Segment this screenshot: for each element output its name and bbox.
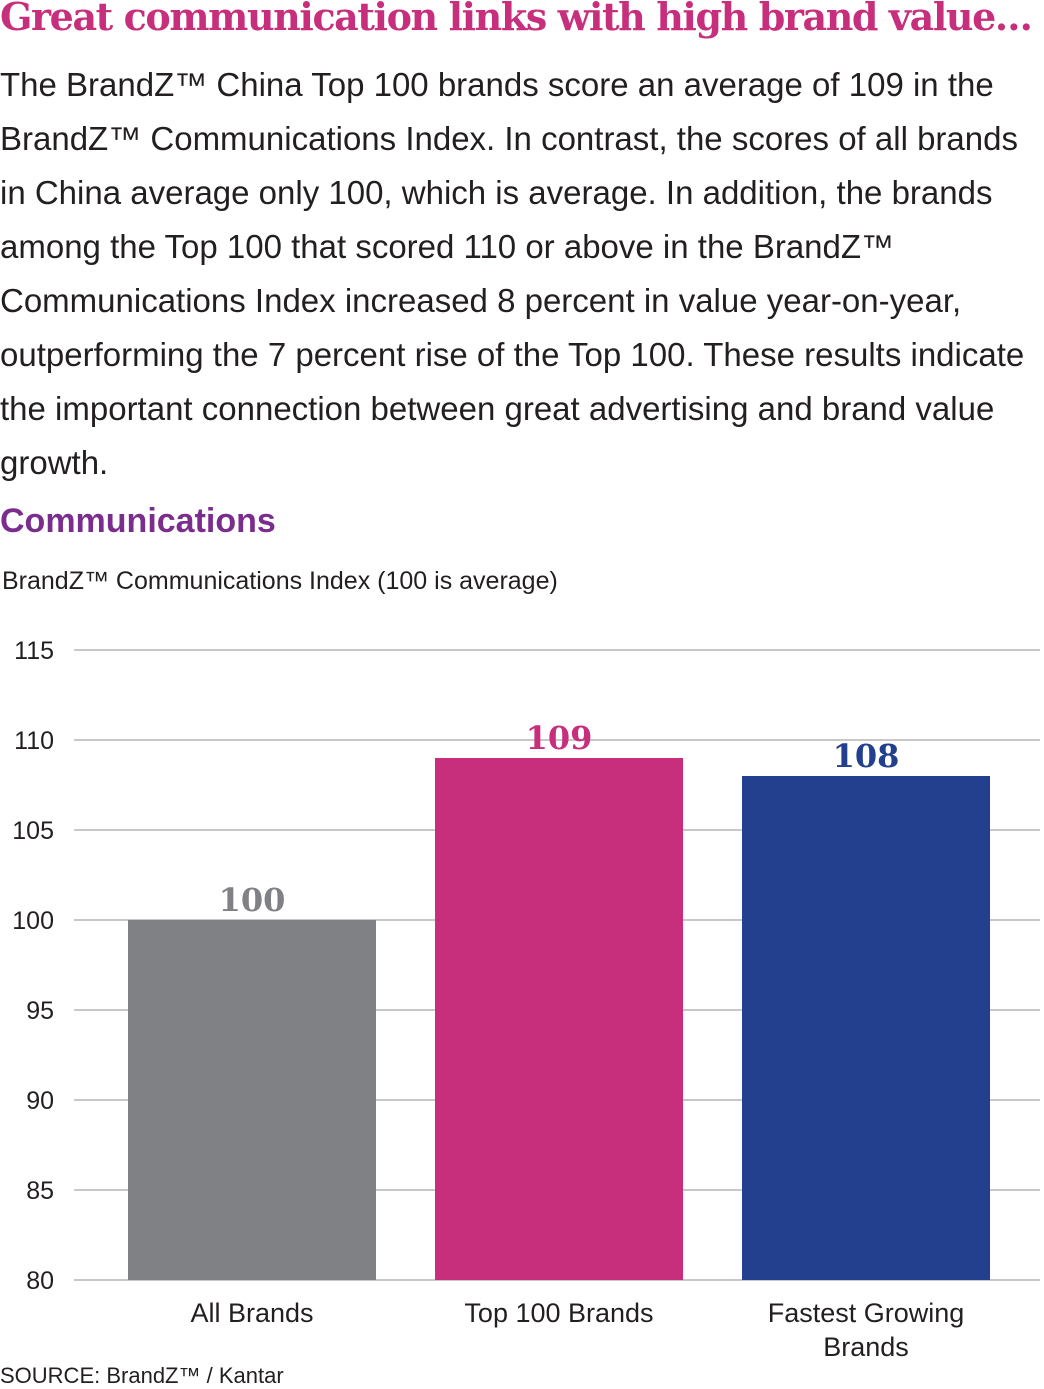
y-tick-label-115: 115 [14,637,54,665]
category-label-line: Brands [823,1332,909,1362]
bar-1 [435,758,683,1280]
y-tick-label-95: 95 [26,997,54,1025]
y-tick-label-85: 85 [26,1177,54,1205]
category-label-1: Top 100 Brands [464,1298,653,1328]
y-tick-label-110: 110 [14,727,54,755]
category-label-line: Fastest Growing [768,1298,965,1328]
bar-2 [742,776,990,1280]
chart-title: Communications [0,502,276,540]
category-label-2: Fastest Growing Brands [768,1298,965,1362]
headline: Great communication links with high bran… [0,0,1033,39]
value-label-0: 100 [219,881,286,919]
value-label-1: 109 [526,719,593,757]
y-tick-label-80: 80 [26,1267,54,1295]
y-tick-label-105: 105 [12,817,54,845]
intro-paragraph: The BrandZ™ China Top 100 brands score a… [0,66,1025,481]
value-label-2: 108 [833,737,900,775]
chart-subtitle: BrandZ™ Communications Index (100 is ave… [2,567,558,595]
y-tick-label-90: 90 [26,1087,54,1115]
y-tick-label-100: 100 [12,907,54,935]
bar-0 [128,920,376,1280]
source-note: SOURCE: BrandZ™ / Kantar [0,1363,284,1388]
category-label-line: All Brands [190,1298,313,1328]
category-label-line: Top 100 Brands [464,1298,653,1328]
category-label-0: All Brands [190,1298,313,1328]
